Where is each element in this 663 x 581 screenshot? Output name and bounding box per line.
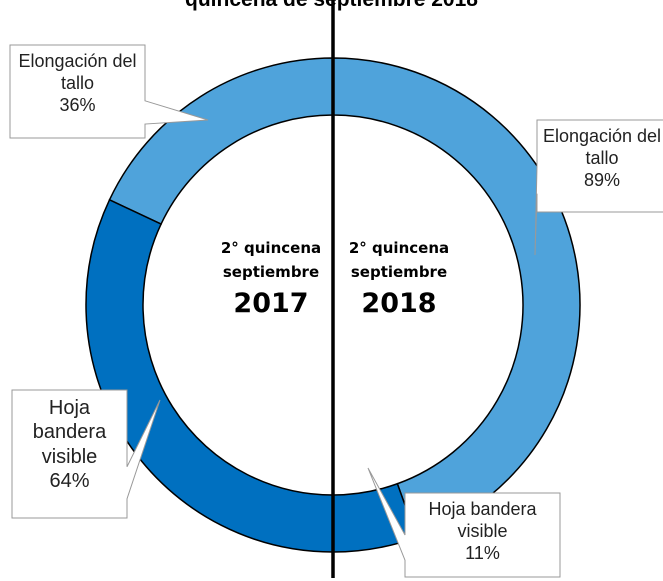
category-label: Hoja bandera visible [32, 397, 107, 468]
center-subtitle: 2° quincena septiembre [348, 239, 450, 281]
value-label: 36% [59, 94, 96, 115]
callout-box [367, 467, 561, 578]
center-year: 2018 [361, 288, 437, 319]
center-year: 2017 [233, 288, 309, 319]
data-label: Hoja bandera visible 64% [12, 396, 127, 494]
center-label: 2° quincena septiembre 2017 [206, 236, 336, 319]
value-label: 11% [465, 542, 500, 563]
callout-box [534, 119, 663, 256]
value-label: 64% [49, 470, 90, 493]
center-subtitle: 2° quincena septiembre [220, 239, 322, 281]
callout-box [11, 389, 161, 519]
category-label: Hoja bandera visible [428, 499, 537, 541]
center-label: 2° quincena septiembre 2018 [334, 236, 464, 319]
value-label: 89% [583, 169, 621, 190]
data-label: Elongación del tallo 89% [537, 126, 663, 192]
data-label: Elongación del tallo 36% [10, 51, 145, 117]
category-label: Elongación del tallo [18, 51, 137, 93]
category-label: Elongación del tallo [542, 126, 662, 168]
data-label: Hoja bandera visible 11% [405, 499, 560, 565]
callout-box [9, 44, 209, 139]
